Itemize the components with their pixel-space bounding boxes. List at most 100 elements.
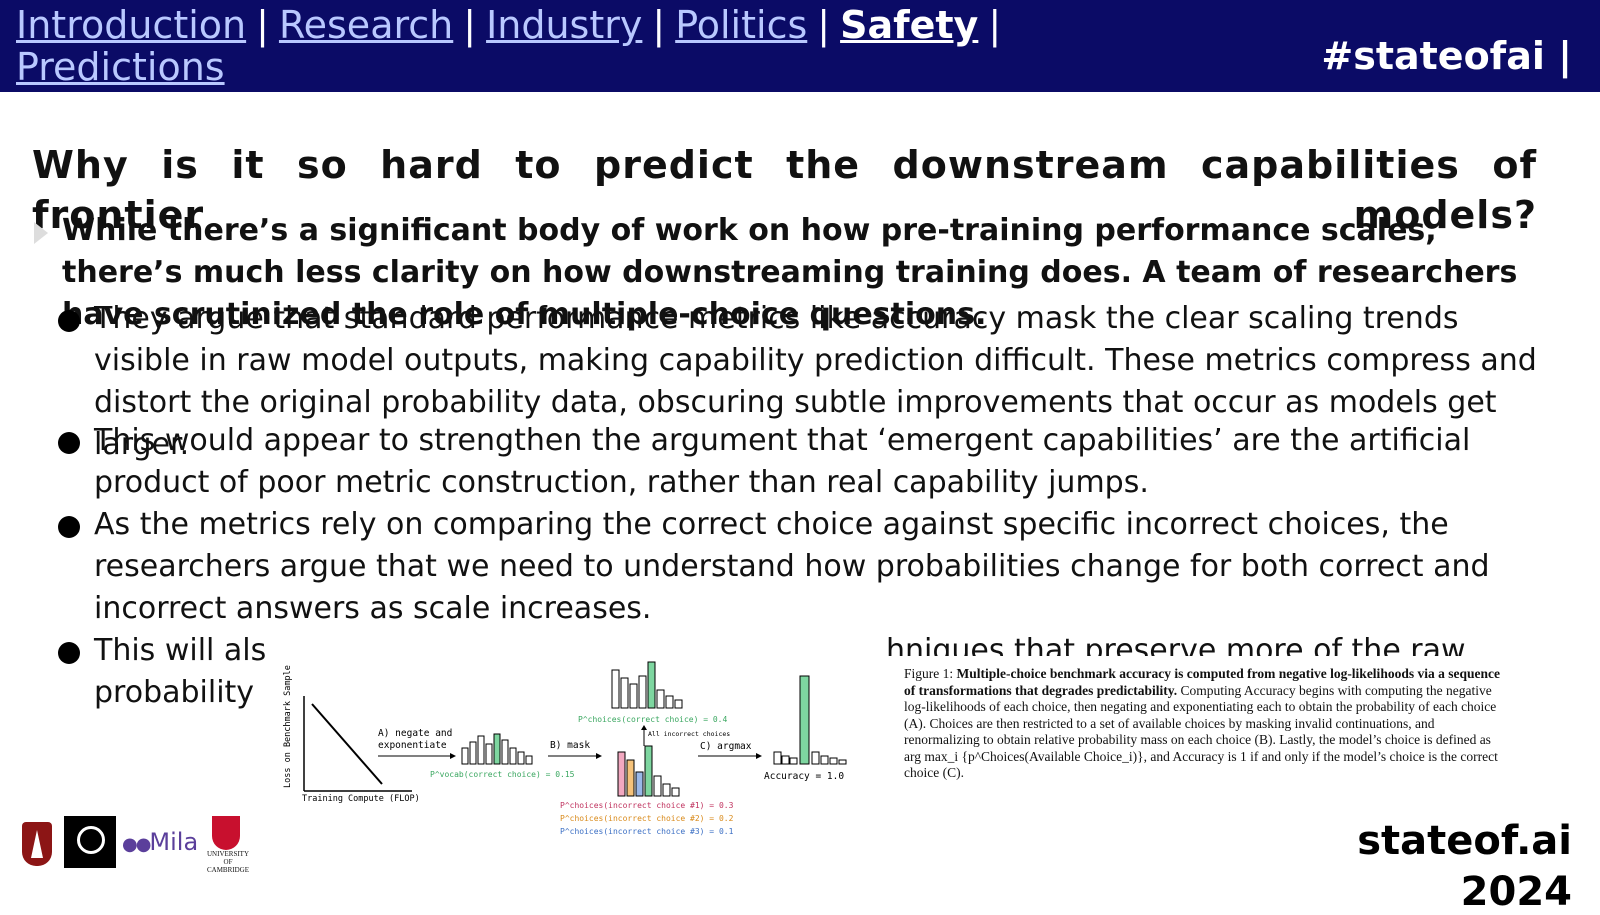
caption-lead: Figure 1: xyxy=(904,666,957,681)
nav-separator: | xyxy=(256,3,269,47)
choice-bar xyxy=(653,775,662,797)
vocab-bar xyxy=(509,747,517,765)
vocab-bar xyxy=(469,741,477,765)
choice-bar xyxy=(674,699,683,709)
correct-bar xyxy=(644,745,653,797)
accuracy-histogram xyxy=(773,675,847,765)
section-nav: Introduction | Research | Industry | Politics |… xyxy=(16,4,1096,88)
choice-bar xyxy=(665,695,674,709)
incorrect-choices-label: All incorrect choices xyxy=(648,730,730,738)
figure-caption: Figure 1: Multiple-choice benchmark accu… xyxy=(904,666,1504,782)
nav-separator: | xyxy=(817,3,831,47)
vocab-bar xyxy=(501,739,509,765)
vocab-bar xyxy=(477,735,485,765)
choices-correct-label: P^choices(correct choice) = 0.4 xyxy=(578,715,727,724)
choice-bar xyxy=(656,689,665,709)
incorrect-bar-2 xyxy=(626,759,635,797)
compute-axis-label: Training Compute (FLOP) xyxy=(302,794,420,804)
brand: stateof.ai xyxy=(1357,818,1572,864)
mila-dots-icon: ●● xyxy=(122,834,151,855)
bullet-dot-icon xyxy=(58,516,80,538)
mila-logo-text: Mila xyxy=(149,828,199,856)
incorrect-bar-3 xyxy=(635,771,644,797)
accuracy-bar xyxy=(829,757,838,765)
cambridge-logo: UNIVERSITY OF CAMBRIDGE xyxy=(206,816,250,874)
accuracy-bar xyxy=(820,755,829,765)
nav-separator: | xyxy=(463,3,477,47)
figure: Loss on Benchmark Sample Training Comput… xyxy=(282,656,1522,856)
cambridge-shield-icon xyxy=(212,816,240,850)
bullet-item: As the metrics rely on comparing the cor… xyxy=(58,504,1553,630)
accuracy-bar xyxy=(773,751,782,765)
vocab-histogram xyxy=(461,733,533,765)
step-a-label-2: exponentiate xyxy=(378,740,447,751)
bullet-text: This will als xyxy=(94,633,267,668)
hashtag: #stateofai | xyxy=(1321,34,1572,78)
choice-bar xyxy=(620,677,629,709)
choice-bar-correct xyxy=(647,661,656,709)
accuracy-bar xyxy=(789,757,798,765)
figure-diagram: Loss on Benchmark Sample Training Comput… xyxy=(283,661,847,836)
choice-bar xyxy=(611,669,620,709)
accuracy-bar-correct xyxy=(799,675,810,765)
vocab-bar xyxy=(525,755,533,765)
vocab-bar xyxy=(517,751,525,765)
accuracy-bar xyxy=(811,751,820,765)
vocab-bar xyxy=(485,743,493,765)
step-a-label: A) negate and xyxy=(378,728,452,739)
caption-bold: Multiple-choice benchmark accuracy is co… xyxy=(904,666,1500,698)
vocab-bar-correct xyxy=(493,733,501,765)
bullet-item: They argue that standard performance met… xyxy=(58,298,1553,466)
bullet-dot-icon xyxy=(58,642,80,664)
nav-research[interactable]: Research xyxy=(278,3,454,47)
incorrect-bar-1 xyxy=(617,751,626,797)
intro-text: While there’s a significant body of work… xyxy=(62,213,1518,332)
choices-histogram-bottom xyxy=(617,745,680,797)
bullet-item: This will als hniques that preserve more … xyxy=(58,630,1553,714)
arrow-c-head-icon xyxy=(756,753,762,759)
nav-safety[interactable]: Safety xyxy=(840,3,979,47)
bullet-text: probability xyxy=(94,675,255,710)
brand-year: 2024 xyxy=(1460,869,1572,915)
bullet-text: This would appear to strengthen the argu… xyxy=(94,423,1471,500)
step-c-label: C) argmax xyxy=(700,741,752,752)
choice-bar xyxy=(629,683,638,709)
choice-bar xyxy=(638,675,647,709)
loss-trend-line xyxy=(311,703,383,785)
arrow-a-head-icon xyxy=(450,753,456,759)
vocab-bar xyxy=(461,747,469,765)
slide-title: Why is it so hard to predict the downstr… xyxy=(32,143,1537,237)
nav-separator: | xyxy=(652,3,666,47)
bullet-text: As the metrics rely on comparing the cor… xyxy=(94,507,1490,626)
bullet-dot-icon xyxy=(58,310,80,332)
bullet-list: They argue that standard performance met… xyxy=(58,298,1553,714)
nav-introduction[interactable]: Introduction xyxy=(16,3,247,47)
cambridge-logo-text: UNIVERSITY OF CAMBRIDGE xyxy=(206,850,249,874)
loss-axis-label: Loss on Benchmark Sample xyxy=(283,665,293,788)
caption-rest: Computing Accuracy begins with computing… xyxy=(904,682,1498,781)
top-bar: Introduction | Research | Industry | Politics |… xyxy=(0,0,1600,92)
arrow-b-head-icon xyxy=(596,753,602,759)
choice-bar xyxy=(662,783,671,797)
bullet-item: This would appear to strengthen the argu… xyxy=(58,420,1553,504)
accuracy-bar xyxy=(838,759,847,765)
partner-logo-icon xyxy=(64,816,116,868)
incorrect-1-label: P^choices(incorrect choice #1) = 0.3 xyxy=(560,801,734,810)
bullet-dot-icon xyxy=(58,432,80,454)
incorrect-2-label: P^choices(incorrect choice #2) = 0.2 xyxy=(560,814,734,823)
bullet-text: They argue that standard performance met… xyxy=(94,301,1537,462)
accuracy-bar xyxy=(781,755,790,765)
nav-politics[interactable]: Politics xyxy=(675,3,808,47)
nav-predictions[interactable]: Predictions xyxy=(16,45,225,89)
intro-arrow-icon xyxy=(34,222,48,244)
nav-separator: | xyxy=(988,3,1002,47)
vocab-prob-label: P^vocab(correct choice) = 0.15 xyxy=(430,770,575,779)
accuracy-label: Accuracy = 1.0 xyxy=(764,771,844,782)
arrow-up-head-icon xyxy=(641,725,647,730)
choice-bar xyxy=(671,787,680,797)
incorrect-3-label: P^choices(incorrect choice #3) = 0.1 xyxy=(560,827,734,836)
stanford-logo-icon xyxy=(22,822,52,866)
nav-industry[interactable]: Industry xyxy=(486,3,643,47)
choices-histogram-top xyxy=(611,661,683,709)
step-b-label: B) mask xyxy=(550,740,590,751)
